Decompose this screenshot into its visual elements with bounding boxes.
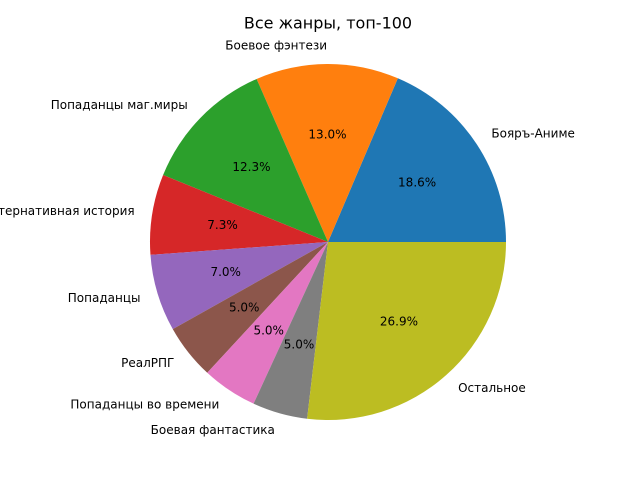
- pie-slice: [328, 78, 506, 242]
- slice-label: Альтернативная история: [0, 204, 135, 218]
- slice-label: Попаданцы маг.миры: [51, 98, 188, 112]
- value-label: 7.0%: [210, 265, 241, 279]
- chart-title: Все жанры, топ-100: [244, 14, 412, 33]
- value-label: 5.0%: [229, 301, 260, 315]
- value-label: 5.0%: [253, 323, 284, 337]
- pie-slice: [256, 63, 398, 243]
- value-label: 13.0%: [308, 128, 346, 142]
- pie-slice: [253, 242, 328, 419]
- value-label: 7.3%: [207, 218, 238, 232]
- value-label: 18.6%: [398, 176, 436, 190]
- pie-slice: [307, 242, 506, 420]
- value-label: 26.9%: [380, 314, 418, 328]
- pie-slice: [207, 242, 328, 404]
- slice-label: РеалРПГ: [121, 356, 174, 370]
- value-label: 12.3%: [232, 160, 270, 174]
- slice-label: Попаданцы во времени: [70, 397, 219, 411]
- pie-slice: [150, 242, 328, 330]
- slice-label: Остальное: [458, 381, 526, 395]
- pie-slice: [150, 174, 328, 255]
- slice-label: Попаданцы: [68, 291, 141, 305]
- slice-label: Бояръ-Аниме: [491, 127, 575, 141]
- value-label: 5.0%: [284, 337, 315, 351]
- pie-slice: [163, 78, 328, 243]
- pie-slice: [172, 242, 328, 373]
- slice-label: Боевое фэнтези: [225, 39, 327, 53]
- slice-label: Боевая фантастика: [151, 423, 275, 437]
